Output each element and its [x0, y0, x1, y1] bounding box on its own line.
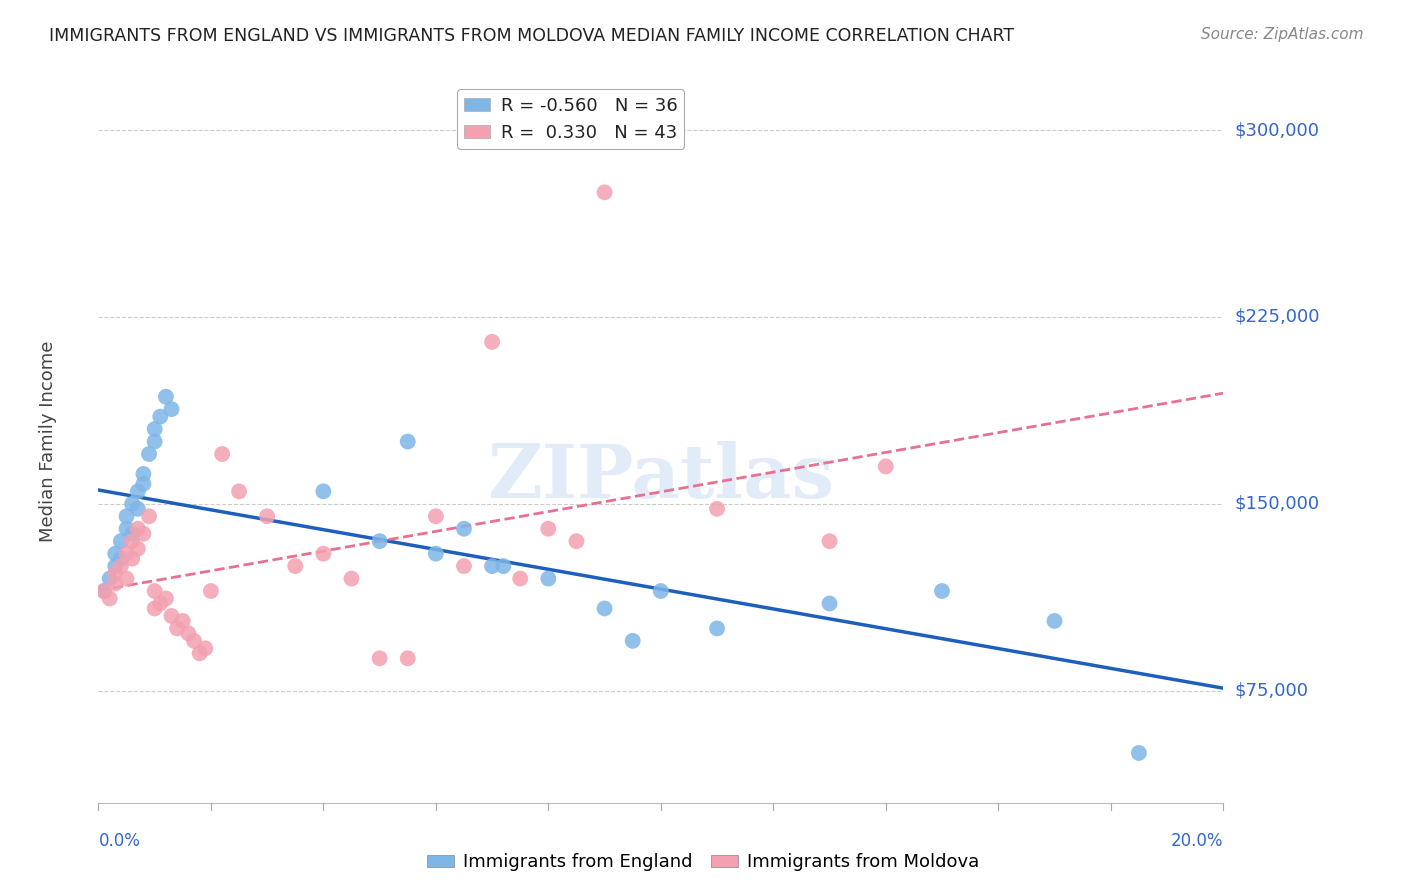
Point — [121, 551, 143, 566]
Point — [138, 509, 160, 524]
Point — [127, 484, 149, 499]
Point — [104, 559, 127, 574]
Point — [200, 584, 222, 599]
Point — [931, 584, 953, 599]
Point — [228, 484, 250, 499]
Point — [256, 509, 278, 524]
Point — [177, 626, 200, 640]
Point — [312, 484, 335, 499]
Point — [509, 572, 531, 586]
Text: 20.0%: 20.0% — [1171, 831, 1223, 850]
Point — [121, 534, 143, 549]
Point — [818, 597, 841, 611]
Text: IMMIGRANTS FROM ENGLAND VS IMMIGRANTS FROM MOLDOVA MEDIAN FAMILY INCOME CORRELAT: IMMIGRANTS FROM ENGLAND VS IMMIGRANTS FR… — [49, 27, 1014, 45]
Text: $75,000: $75,000 — [1234, 681, 1309, 699]
Point — [143, 584, 166, 599]
Text: $300,000: $300,000 — [1234, 121, 1319, 139]
Point — [127, 541, 149, 556]
Point — [565, 534, 588, 549]
Text: ZIPatlas: ZIPatlas — [488, 442, 834, 514]
Point — [818, 534, 841, 549]
Legend: R = -0.560   N = 36, R =  0.330   N = 43: R = -0.560 N = 36, R = 0.330 N = 43 — [457, 89, 685, 149]
Point — [110, 534, 132, 549]
Point — [166, 621, 188, 635]
Point — [115, 572, 138, 586]
Point — [127, 501, 149, 516]
Point — [121, 497, 143, 511]
Point — [149, 597, 172, 611]
Point — [481, 334, 503, 349]
Point — [110, 551, 132, 566]
Point — [875, 459, 897, 474]
Point — [453, 559, 475, 574]
Point — [706, 621, 728, 635]
Point — [132, 467, 155, 481]
Point — [621, 633, 644, 648]
Point — [98, 591, 121, 606]
Point — [104, 576, 127, 591]
Point — [110, 559, 132, 574]
Point — [453, 522, 475, 536]
Point — [340, 572, 363, 586]
Point — [115, 509, 138, 524]
Point — [650, 584, 672, 599]
Text: $150,000: $150,000 — [1234, 495, 1319, 513]
Point — [155, 390, 177, 404]
Point — [537, 572, 560, 586]
Point — [537, 522, 560, 536]
Point — [143, 434, 166, 449]
Point — [132, 476, 155, 491]
Point — [93, 584, 115, 599]
Point — [194, 641, 217, 656]
Point — [115, 547, 138, 561]
Point — [143, 422, 166, 436]
Text: $225,000: $225,000 — [1234, 308, 1320, 326]
Point — [104, 566, 127, 581]
Point — [368, 651, 391, 665]
Text: 0.0%: 0.0% — [98, 831, 141, 850]
Point — [143, 601, 166, 615]
Point — [127, 522, 149, 536]
Point — [188, 646, 211, 660]
Point — [593, 186, 616, 200]
Point — [149, 409, 172, 424]
Point — [284, 559, 307, 574]
Legend: Immigrants from England, Immigrants from Moldova: Immigrants from England, Immigrants from… — [420, 847, 986, 879]
Point — [593, 601, 616, 615]
Point — [396, 651, 419, 665]
Point — [93, 584, 115, 599]
Point — [160, 609, 183, 624]
Point — [425, 547, 447, 561]
Point — [183, 633, 205, 648]
Point — [425, 509, 447, 524]
Point — [172, 614, 194, 628]
Point — [1043, 614, 1066, 628]
Point — [312, 547, 335, 561]
Point — [368, 534, 391, 549]
Text: Median Family Income: Median Family Income — [39, 341, 56, 542]
Point — [160, 402, 183, 417]
Point — [1128, 746, 1150, 760]
Point — [492, 559, 515, 574]
Point — [104, 547, 127, 561]
Point — [98, 572, 121, 586]
Point — [481, 559, 503, 574]
Point — [121, 526, 143, 541]
Text: Source: ZipAtlas.com: Source: ZipAtlas.com — [1201, 27, 1364, 42]
Point — [115, 522, 138, 536]
Point — [155, 591, 177, 606]
Point — [138, 447, 160, 461]
Point — [396, 434, 419, 449]
Point — [211, 447, 233, 461]
Point — [132, 526, 155, 541]
Point — [706, 501, 728, 516]
